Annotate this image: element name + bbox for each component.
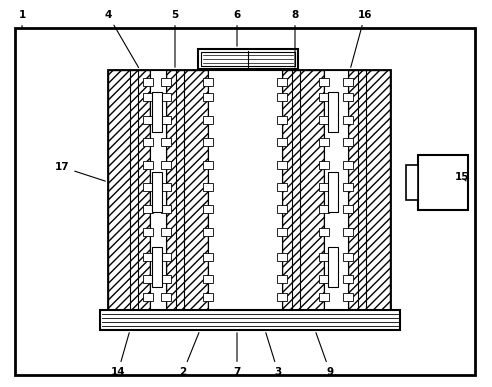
Bar xyxy=(203,116,213,124)
Bar xyxy=(277,183,287,191)
Text: 4: 4 xyxy=(104,10,139,68)
Bar xyxy=(277,138,287,146)
Bar xyxy=(324,70,348,310)
Text: 16: 16 xyxy=(351,10,372,67)
Bar xyxy=(277,253,287,261)
Bar xyxy=(161,78,171,86)
Bar xyxy=(108,70,150,310)
Bar xyxy=(319,275,329,283)
Bar xyxy=(319,93,329,101)
Bar xyxy=(161,116,171,124)
Bar xyxy=(152,247,162,287)
Bar xyxy=(203,253,213,261)
Bar xyxy=(143,138,153,146)
Bar xyxy=(277,205,287,213)
Text: 5: 5 xyxy=(171,10,179,67)
Bar xyxy=(143,93,153,101)
Bar xyxy=(143,253,153,261)
Bar xyxy=(319,183,329,191)
Text: 15: 15 xyxy=(455,172,469,182)
Bar xyxy=(343,228,353,236)
Text: 17: 17 xyxy=(55,162,105,181)
Bar xyxy=(161,293,171,301)
Text: 6: 6 xyxy=(233,10,241,46)
Bar xyxy=(108,70,390,310)
Bar xyxy=(277,116,287,124)
Bar xyxy=(282,70,324,310)
Bar xyxy=(150,70,166,310)
Bar xyxy=(418,155,468,210)
Bar xyxy=(319,253,329,261)
Text: 7: 7 xyxy=(233,333,241,377)
Bar xyxy=(277,275,287,283)
Text: 1: 1 xyxy=(18,10,26,28)
Bar xyxy=(319,161,329,169)
Bar xyxy=(161,205,171,213)
Bar xyxy=(161,183,171,191)
Bar xyxy=(343,205,353,213)
Bar xyxy=(15,28,475,375)
Bar xyxy=(203,93,213,101)
Bar xyxy=(143,78,153,86)
Bar xyxy=(152,172,162,212)
Bar xyxy=(161,161,171,169)
Bar xyxy=(161,228,171,236)
Bar xyxy=(277,93,287,101)
Bar xyxy=(203,293,213,301)
Bar xyxy=(161,138,171,146)
Bar xyxy=(143,275,153,283)
Bar xyxy=(319,228,329,236)
Bar xyxy=(203,183,213,191)
Bar xyxy=(161,253,171,261)
Bar xyxy=(203,78,213,86)
Text: 14: 14 xyxy=(111,333,129,377)
Bar xyxy=(143,161,153,169)
Bar xyxy=(328,172,338,212)
Bar xyxy=(277,293,287,301)
Bar xyxy=(166,70,208,310)
Bar xyxy=(343,93,353,101)
Bar xyxy=(143,183,153,191)
Bar xyxy=(277,228,287,236)
Bar xyxy=(343,116,353,124)
Bar xyxy=(152,92,162,132)
Bar xyxy=(201,52,295,66)
Bar xyxy=(319,293,329,301)
Bar xyxy=(143,293,153,301)
Bar xyxy=(277,161,287,169)
Bar xyxy=(198,49,298,69)
Text: 2: 2 xyxy=(180,332,199,377)
Bar xyxy=(203,161,213,169)
Bar xyxy=(319,78,329,86)
Bar xyxy=(203,205,213,213)
Bar xyxy=(161,275,171,283)
Bar xyxy=(319,138,329,146)
Bar xyxy=(100,310,400,330)
Bar xyxy=(203,228,213,236)
Bar xyxy=(319,205,329,213)
Text: 9: 9 xyxy=(316,332,334,377)
Bar xyxy=(328,92,338,132)
Text: 3: 3 xyxy=(266,333,281,377)
Bar xyxy=(343,78,353,86)
Bar xyxy=(277,78,287,86)
Bar xyxy=(203,138,213,146)
Bar xyxy=(343,275,353,283)
Bar xyxy=(143,228,153,236)
Bar xyxy=(143,205,153,213)
Bar xyxy=(343,138,353,146)
Bar xyxy=(208,70,282,310)
Bar xyxy=(143,116,153,124)
Bar xyxy=(406,165,418,200)
Bar xyxy=(161,93,171,101)
Bar xyxy=(319,116,329,124)
Bar xyxy=(328,247,338,287)
Bar xyxy=(348,70,390,310)
Bar xyxy=(343,183,353,191)
Text: 8: 8 xyxy=(291,10,299,67)
Bar xyxy=(343,293,353,301)
Bar xyxy=(203,275,213,283)
Bar xyxy=(343,161,353,169)
Bar xyxy=(343,253,353,261)
